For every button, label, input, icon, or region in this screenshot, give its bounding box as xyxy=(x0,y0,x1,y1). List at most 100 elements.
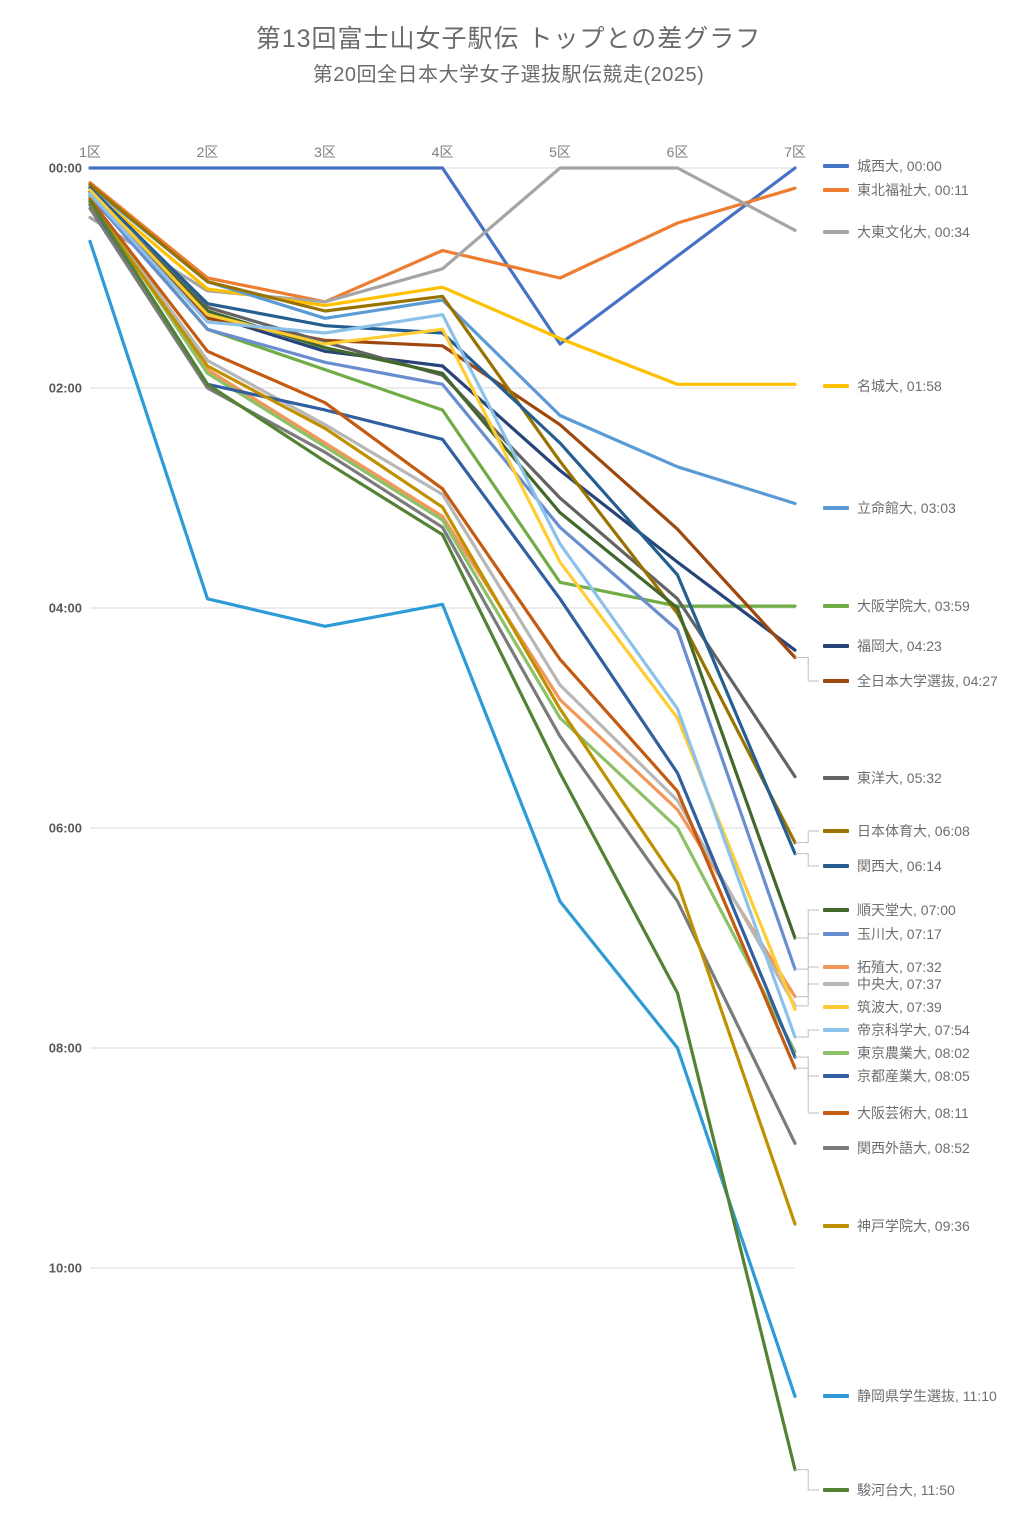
legend-color-swatch xyxy=(823,1028,849,1032)
legend-color-swatch xyxy=(823,908,849,912)
series-line xyxy=(88,197,797,1008)
x-axis-tick-label: 3区 xyxy=(314,144,336,160)
legend-item-label: 関西大, 06:14 xyxy=(857,858,942,874)
legend-item-label: 立命館大, 03:03 xyxy=(857,500,956,516)
legend-color-swatch xyxy=(823,1146,849,1150)
legend-item[interactable]: 東北福祉大, 00:11 xyxy=(823,181,969,199)
legend-item-label: 拓殖大, 07:32 xyxy=(857,959,942,975)
x-axis-tick-label: 1区 xyxy=(79,144,101,160)
legend-leader-line xyxy=(795,1029,819,1038)
series-line xyxy=(88,193,797,971)
legend-item-label: 大阪学院大, 03:59 xyxy=(857,598,970,614)
legend-item[interactable]: 帝京科学大, 07:54 xyxy=(823,1021,970,1039)
x-axis-tick-label: 2区 xyxy=(196,144,219,160)
legend-color-swatch xyxy=(823,1005,849,1009)
legend-color-swatch xyxy=(823,1394,849,1398)
legend-item[interactable]: 京都産業大, 08:05 xyxy=(823,1067,970,1085)
series-line xyxy=(88,199,797,999)
legend-item[interactable]: 東京農業大, 08:02 xyxy=(823,1044,970,1062)
legend-item-label: 関西外語大, 08:52 xyxy=(857,1140,970,1156)
x-axis-tick-label: 6区 xyxy=(666,144,689,160)
legend-color-swatch xyxy=(823,1488,849,1492)
series-line xyxy=(88,195,797,1054)
y-axis-tick-label: 08:00 xyxy=(48,1040,82,1056)
legend-leader-line xyxy=(795,983,819,1007)
legend-item[interactable]: 福岡大, 04:23 xyxy=(823,637,942,655)
legend-color-swatch xyxy=(823,1074,849,1078)
legend-item-label: 全日本大学選抜, 04:27 xyxy=(857,673,998,689)
legend-item[interactable]: 拓殖大, 07:32 xyxy=(823,958,942,976)
legend-item[interactable]: 中央大, 07:37 xyxy=(823,975,942,993)
chart-subtitle: 第20回全日本大学女子選抜駅伝競走(2025) xyxy=(312,64,705,86)
legend-color-swatch xyxy=(823,164,849,168)
legend-item[interactable]: 関西外語大, 08:52 xyxy=(823,1139,970,1157)
page-title: 第13回富士山女子駅伝 トップとの差グラフ xyxy=(255,25,762,53)
legend-color-swatch xyxy=(823,230,849,234)
series-line xyxy=(88,195,797,660)
legend-item[interactable]: 名城大, 01:58 xyxy=(823,377,942,395)
series-line xyxy=(88,239,797,1398)
legend-color-swatch xyxy=(823,776,849,780)
legend-item-label: 筑波大, 07:39 xyxy=(857,999,942,1015)
legend-color-swatch xyxy=(823,679,849,683)
legend-item[interactable]: 日本体育大, 06:08 xyxy=(823,822,970,840)
legend-item[interactable]: 大東文化大, 00:34 xyxy=(823,223,970,241)
legend-color-swatch xyxy=(823,982,849,986)
series-line xyxy=(88,190,797,940)
legend-item-label: 城西大, 00:00 xyxy=(857,158,942,174)
legend-color-swatch xyxy=(823,965,849,969)
legend-color-swatch xyxy=(823,604,849,608)
series-line xyxy=(88,186,797,856)
legend-item-label: 大阪芸術大, 08:11 xyxy=(857,1105,969,1121)
x-axis-tick-label: 4区 xyxy=(431,144,454,160)
series-line xyxy=(88,188,797,386)
legend-item-label: 帝京科学大, 07:54 xyxy=(857,1022,970,1038)
legend-leader-line xyxy=(795,933,819,970)
legend-leader-line xyxy=(795,909,819,939)
legend-item[interactable]: 神戸学院大, 09:36 xyxy=(823,1217,970,1235)
legend-leader-line xyxy=(795,853,819,867)
legend-item-label: 名城大, 01:58 xyxy=(857,378,942,394)
legend-item[interactable]: 大阪学院大, 03:59 xyxy=(823,597,970,615)
y-axis-tick-label: 06:00 xyxy=(48,820,82,836)
legend-color-swatch xyxy=(823,384,849,388)
legend-color-swatch xyxy=(823,644,849,648)
legend-color-swatch xyxy=(823,1224,849,1228)
legend-leader-line xyxy=(795,1067,819,1114)
legend-item[interactable]: 順天堂大, 07:00 xyxy=(823,901,956,919)
legend-item[interactable]: 大阪芸術大, 08:11 xyxy=(823,1104,969,1122)
legend-item[interactable]: 立命館大, 03:03 xyxy=(823,499,956,517)
legend-item-label: 中央大, 07:37 xyxy=(857,976,942,992)
legend-item-label: 東京農業大, 08:02 xyxy=(857,1045,970,1061)
legend-item[interactable]: 城西大, 00:00 xyxy=(823,157,942,175)
legend-item-label: 東洋大, 05:32 xyxy=(857,770,942,786)
legend-leader-line xyxy=(795,656,819,682)
legend-item-label: 玉川大, 07:17 xyxy=(857,926,942,942)
legend-item[interactable]: 関西大, 06:14 xyxy=(823,857,942,875)
legend-color-swatch xyxy=(823,932,849,936)
legend-item-label: 静岡県学生選抜, 11:10 xyxy=(857,1388,997,1404)
legend-color-swatch xyxy=(823,1051,849,1055)
series-line xyxy=(88,166,797,304)
legend-color-swatch xyxy=(823,188,849,192)
x-axis-tick-label: 5区 xyxy=(549,144,571,160)
legend-item-label: 大東文化大, 00:34 xyxy=(857,224,970,240)
legend-color-swatch xyxy=(823,864,849,868)
legend-color-swatch xyxy=(823,1111,849,1115)
series-line xyxy=(88,188,797,1012)
legend-item[interactable]: 静岡県学生選抜, 11:10 xyxy=(823,1387,997,1405)
legend-item-label: 日本体育大, 06:08 xyxy=(857,823,970,839)
series-line xyxy=(88,190,797,652)
legend-item[interactable]: 駿河台大, 11:50 xyxy=(823,1481,955,1499)
y-axis-tick-label: 02:00 xyxy=(48,380,82,396)
legend-item-label: 福岡大, 04:23 xyxy=(857,638,942,654)
legend-item[interactable]: 筑波大, 07:39 xyxy=(823,998,942,1016)
legend-item-label: 神戸学院大, 09:36 xyxy=(857,1218,970,1234)
legend-item[interactable]: 玉川大, 07:17 xyxy=(823,925,942,943)
legend-item[interactable]: 東洋大, 05:32 xyxy=(823,769,942,787)
series-line xyxy=(88,206,797,1145)
legend-item[interactable]: 全日本大学選抜, 04:27 xyxy=(823,672,998,690)
legend-color-swatch xyxy=(823,506,849,510)
